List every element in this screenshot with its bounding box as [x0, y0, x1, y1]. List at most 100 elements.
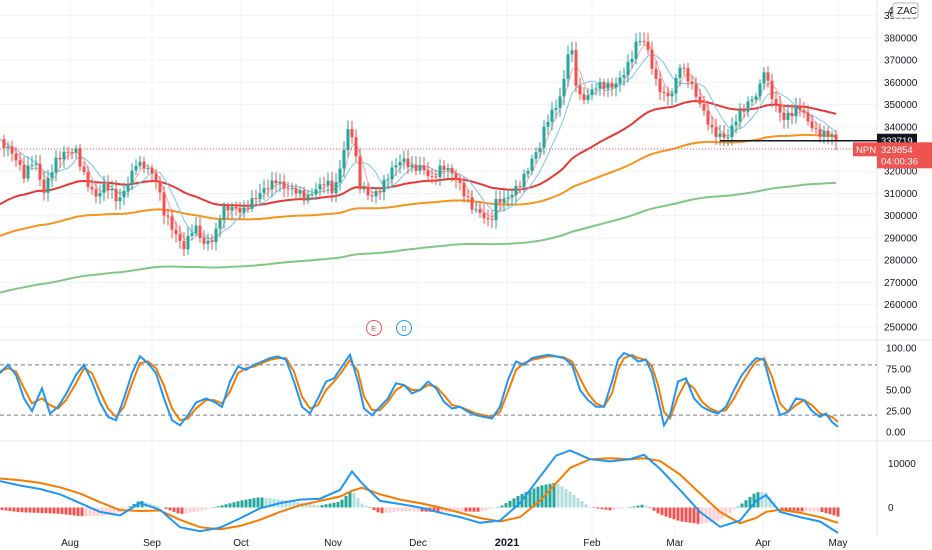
macd-histogram-bar [640, 504, 644, 508]
macd-histogram-bar [440, 507, 444, 513]
candle-body [14, 153, 18, 161]
macd-histogram-bar [336, 501, 340, 508]
candle-body [370, 195, 374, 197]
level-tag-label: 333719 [881, 136, 913, 147]
macd-histogram-bar [492, 507, 496, 509]
macd-histogram-bar [92, 507, 96, 517]
candle-body [294, 188, 298, 194]
candle-body [398, 161, 402, 166]
candle-body [810, 121, 814, 129]
macd-histogram-bar [112, 507, 116, 514]
candle-body [506, 197, 510, 199]
candle-body [42, 179, 46, 193]
candle-body [510, 194, 514, 198]
macd-histogram-bar [436, 507, 440, 513]
candle-body [10, 146, 14, 154]
candle-body [714, 127, 718, 137]
candle-body [378, 190, 382, 193]
macd-histogram-bar [628, 507, 632, 508]
macd-histogram-bar [260, 497, 264, 508]
macd-histogram-bar [288, 500, 292, 508]
macd-histogram-bar [0, 507, 4, 511]
candle-body [666, 92, 670, 97]
candle-body [706, 110, 710, 125]
candle-body [702, 104, 706, 111]
candle-body [418, 165, 422, 171]
macd-histogram-bar [596, 507, 600, 509]
axis-layer: 3900003800003700003600003500003400003300… [61, 11, 932, 549]
candle-body [54, 157, 58, 173]
candle-body [446, 167, 450, 170]
macd-histogram-bar [432, 507, 436, 512]
candle-body [146, 167, 150, 169]
macd-histogram-bar [164, 507, 168, 509]
candle-body [590, 89, 594, 96]
candle-body [122, 190, 126, 198]
candle-body [806, 112, 810, 122]
candle-body [686, 68, 690, 82]
candle-body [178, 234, 182, 242]
macd-histogram-bar [368, 507, 372, 508]
macd-histogram-bar [172, 507, 176, 512]
macd-histogram-bar [416, 507, 420, 512]
macd-histogram-bar [304, 503, 308, 508]
candle-body [638, 41, 642, 43]
candle-body [282, 181, 286, 189]
candle-body [174, 229, 178, 235]
currency-label: ZAC [897, 6, 917, 17]
macd-histogram-bar [88, 507, 92, 517]
macd-histogram-bar [536, 486, 540, 508]
candle-body [62, 151, 66, 160]
macd-histogram-bar [156, 506, 160, 508]
macd-histogram-bar [372, 507, 376, 511]
candle-body [474, 209, 478, 211]
candle-body [738, 109, 742, 122]
candle-body [634, 41, 638, 59]
macd-histogram-bar [572, 494, 576, 508]
macd-histogram-bar [8, 507, 12, 512]
price-axis-tick: 310000 [884, 189, 918, 200]
candle-body [410, 164, 414, 168]
macd-histogram-bar [560, 486, 564, 508]
candle-body [354, 137, 358, 157]
macd-histogram-bar [524, 492, 528, 508]
macd-histogram-bar [500, 505, 504, 508]
candle-body [822, 130, 826, 137]
macd-histogram-bar [332, 502, 336, 508]
macd-histogram-bar [684, 507, 688, 523]
macd-histogram-bar [228, 503, 232, 508]
macd-histogram-bar [700, 507, 704, 524]
macd-histogram-bar [748, 496, 752, 508]
candle-body [786, 113, 790, 120]
candle-body [314, 189, 318, 194]
candle-body [310, 193, 314, 195]
macd-histogram-bar [584, 504, 588, 508]
macd-histogram-bar [816, 507, 820, 512]
macd-histogram-bar [380, 507, 384, 514]
candle-body [586, 95, 590, 101]
candle-body [194, 225, 198, 234]
candle-body [602, 82, 606, 89]
candle-body [582, 94, 586, 101]
macd-histogram-bar [184, 507, 188, 514]
candle-body [202, 238, 206, 244]
macd-histogram-bar [64, 507, 68, 515]
candle-body [130, 170, 134, 185]
macd-histogram-bar [788, 507, 792, 511]
candle-body [222, 206, 226, 220]
candle-body [162, 192, 166, 216]
macd-histogram-bar [344, 495, 348, 508]
macd-histogram-bar [252, 498, 256, 508]
candle-body [698, 96, 702, 105]
candle-body [206, 240, 210, 244]
macd-panel[interactable] [0, 449, 840, 534]
price-axis-tick: 290000 [884, 233, 918, 244]
candle-body [186, 235, 190, 250]
macd-histogram-bar [760, 492, 764, 508]
candle-body [374, 190, 378, 197]
candle-body [454, 173, 458, 181]
candle-body [402, 158, 406, 162]
stochastic-panel[interactable] [0, 351, 877, 428]
macd-histogram-bar [292, 501, 296, 508]
